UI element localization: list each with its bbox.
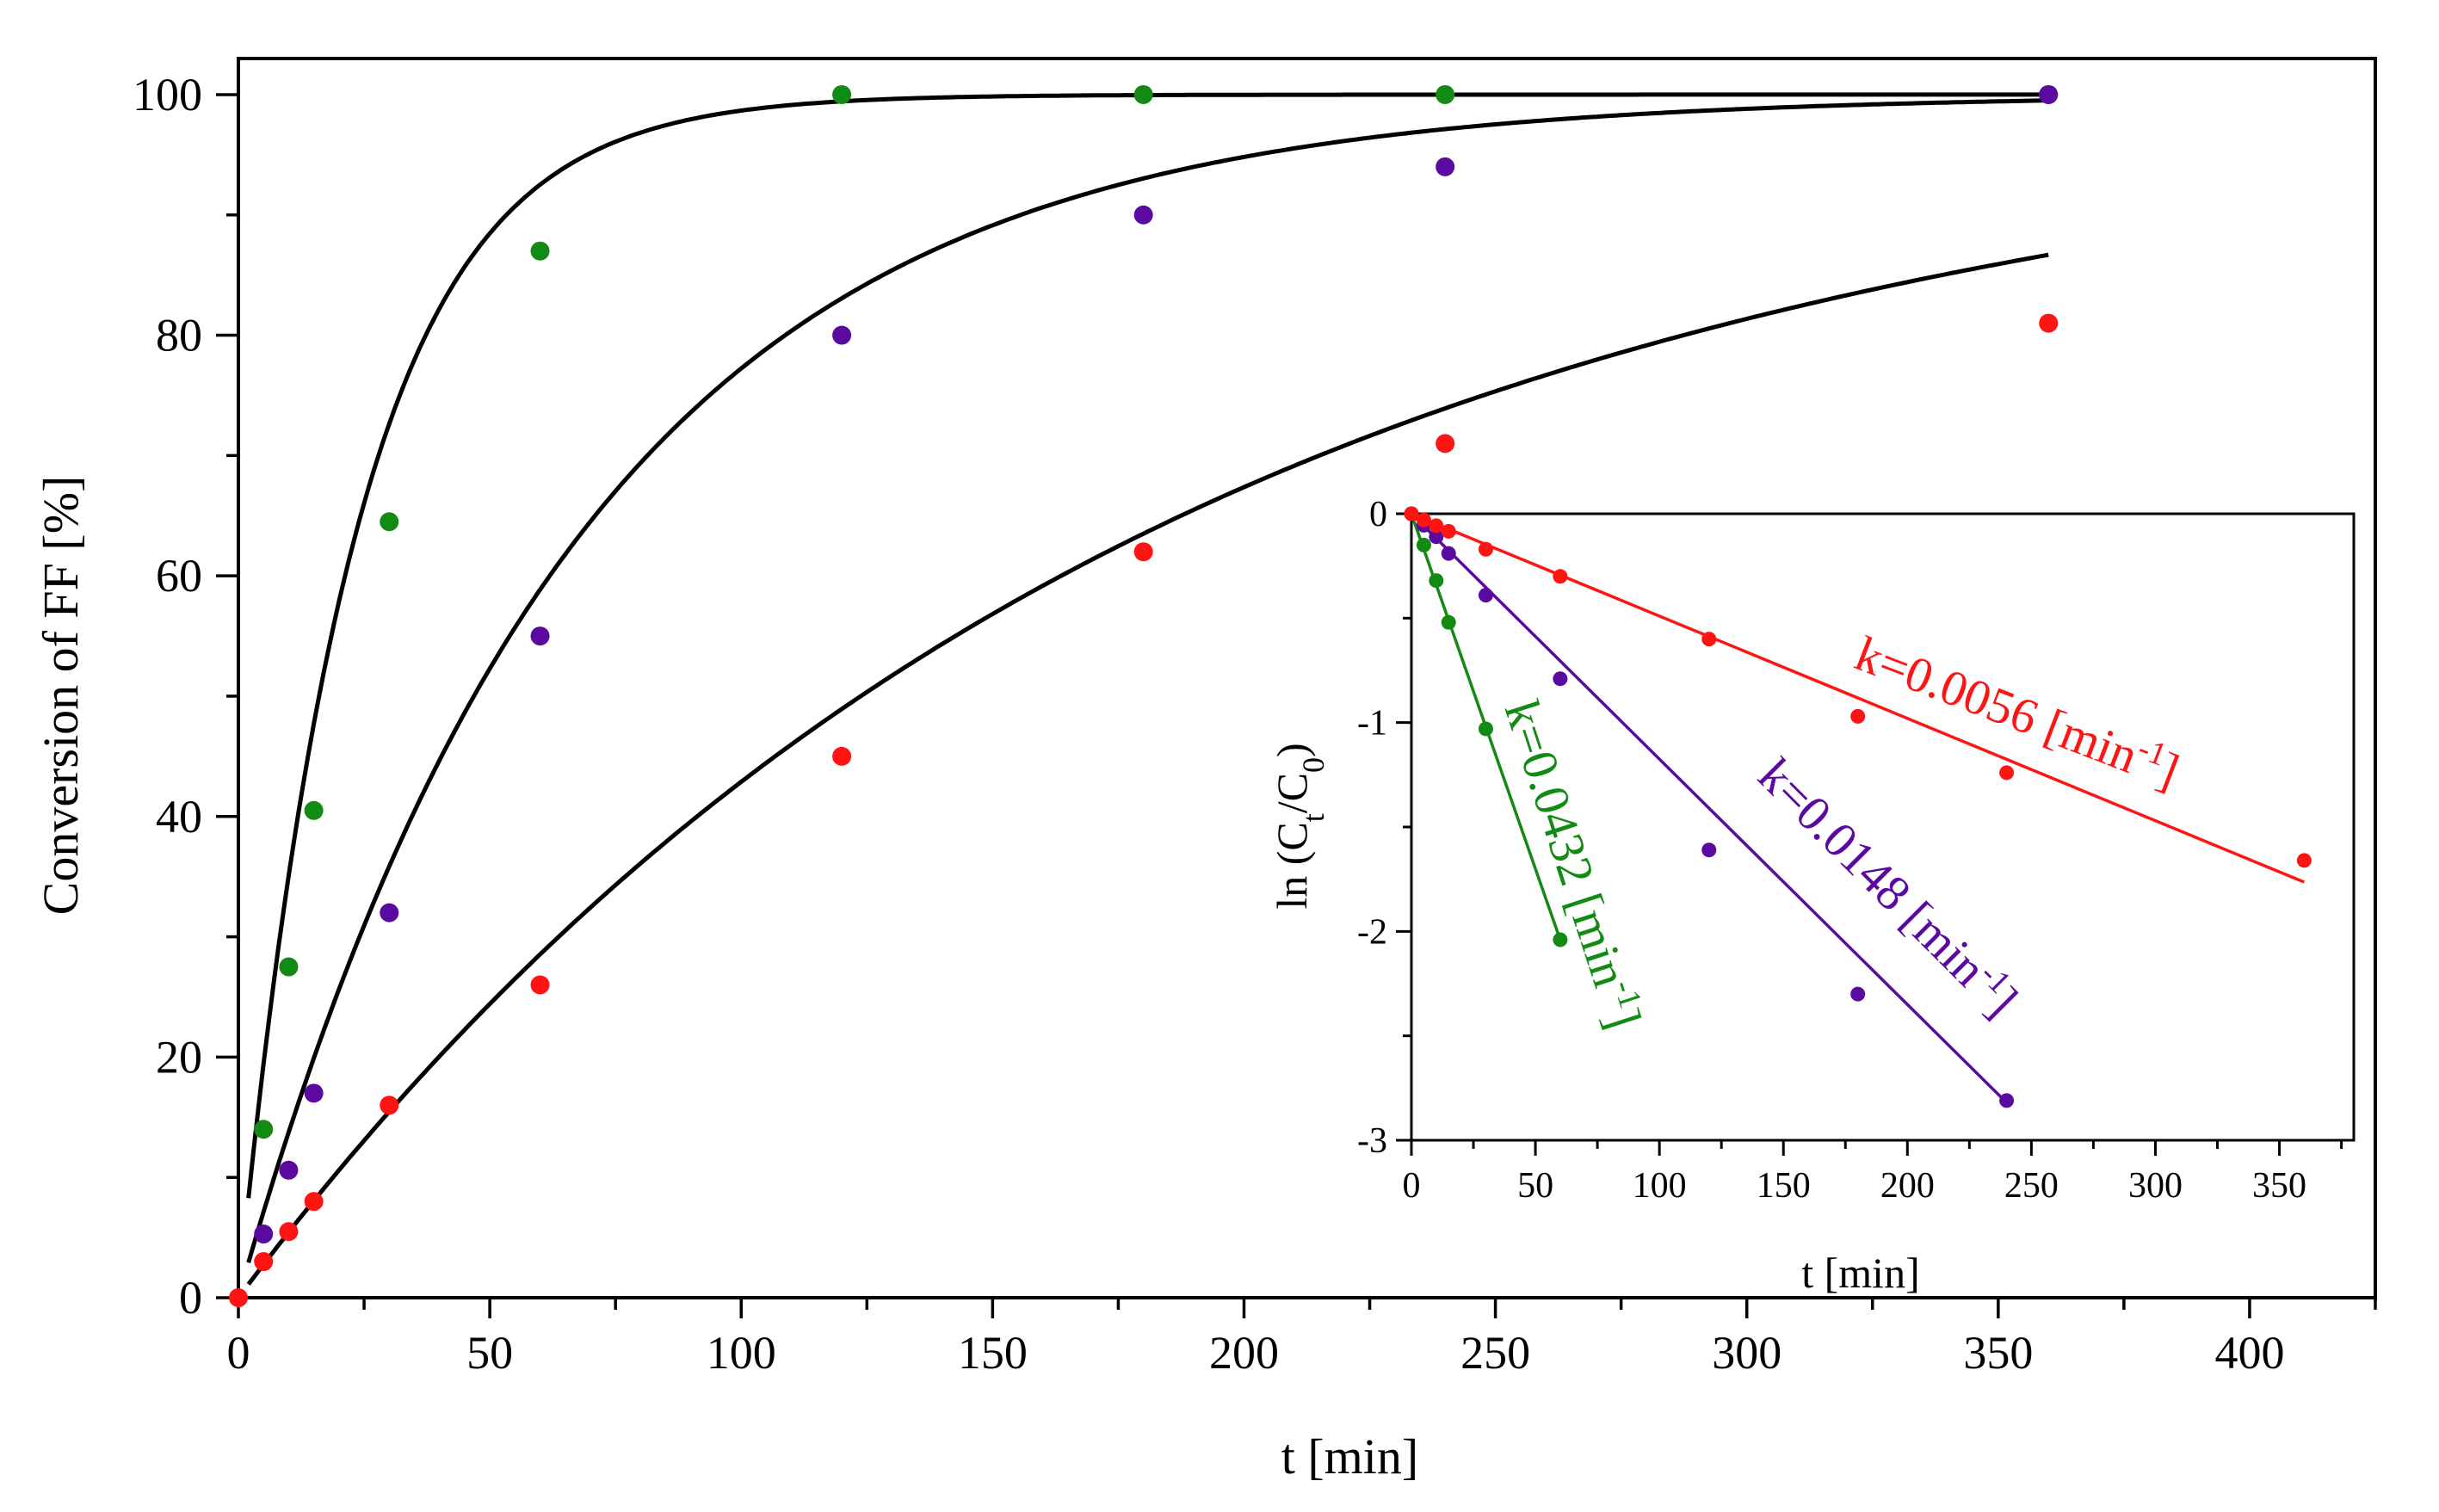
main-y-tick-label: 20: [156, 1031, 202, 1083]
inset-data-point-purple: [1553, 671, 1568, 687]
inset-y-axis-title: ln (Ct/C0): [1268, 743, 1331, 909]
data-point-red: [530, 975, 550, 995]
y-title-part: /C: [1268, 773, 1316, 813]
data-point-red: [2039, 313, 2059, 333]
inset-data-point-red: [1553, 569, 1568, 584]
inset-data-point-red: [2296, 853, 2312, 868]
inset-data-point-green: [1478, 721, 1493, 737]
inset-data-point-purple: [1999, 1093, 2015, 1108]
main-y-tick-label: 40: [156, 791, 202, 842]
inset-data-point-red: [1429, 518, 1444, 534]
data-point-red: [254, 1252, 274, 1272]
inset-x-tick-label: 150: [1757, 1166, 1811, 1206]
inset-plot-frame: [1410, 512, 2356, 1142]
inset-x-tick-label: 250: [2004, 1166, 2059, 1206]
inset-y-tick-label: 0: [1369, 495, 1387, 534]
inset-x-tick-label: 350: [2252, 1166, 2306, 1206]
main-y-tick-label: 0: [179, 1272, 202, 1324]
data-point-red: [229, 1288, 248, 1307]
inset-x-tick-label: 100: [1633, 1166, 1687, 1206]
main-plot-frame: [237, 57, 2377, 1299]
data-point-red: [1133, 542, 1153, 562]
main-y-tick-label: 60: [156, 550, 202, 602]
data-point-green: [304, 800, 324, 820]
main-x-tick-label: 100: [707, 1327, 776, 1379]
inset-y-tick-label: -1: [1357, 704, 1387, 744]
main-x-tick-label: 150: [958, 1327, 1028, 1379]
inset-y-tick-label: -3: [1357, 1121, 1387, 1161]
inset-x-tick-label: 0: [1403, 1166, 1421, 1206]
main-y-tick-label: 100: [133, 69, 202, 120]
inset-fit-line-purple: [1410, 512, 2008, 1104]
data-point-red: [832, 746, 852, 766]
data-point-purple: [530, 626, 550, 646]
data-point-purple: [380, 903, 399, 923]
inset-data-point-purple: [1429, 529, 1444, 545]
main-x-tick-label: 350: [1963, 1327, 2033, 1379]
data-point-green: [530, 241, 550, 261]
inset-data-point-red: [1850, 708, 1866, 724]
inset-data-point-red: [1701, 632, 1717, 647]
data-point-purple: [1133, 205, 1153, 225]
data-point-purple: [279, 1160, 299, 1180]
data-point-green: [1436, 84, 1455, 104]
inset-data-point-red: [1404, 506, 1419, 521]
data-point-green: [279, 957, 299, 977]
data-point-green: [832, 84, 852, 104]
inset-data-point-purple: [1850, 986, 1866, 1002]
data-point-red: [279, 1222, 299, 1242]
inset-x-axis-title: t [min]: [1801, 1249, 1919, 1297]
inset-data-point-green: [1429, 573, 1444, 589]
main-x-tick-label: 200: [1209, 1327, 1279, 1379]
data-point-purple: [832, 325, 852, 345]
data-point-purple: [1436, 157, 1455, 176]
main-x-tick-label: 0: [227, 1327, 250, 1379]
data-point-red: [380, 1095, 399, 1115]
fit-curve: [246, 98, 2049, 1263]
data-point-purple: [2039, 84, 2059, 104]
inset-data-point-green: [1416, 537, 1431, 552]
data-point-green: [254, 1120, 274, 1139]
inset-data-point-red: [1478, 541, 1493, 557]
main-y-axis-title: Conversion of FF [%]: [33, 476, 89, 916]
data-point-green: [380, 512, 399, 532]
y-title-subscript: t: [1296, 813, 1331, 822]
inset-data-point-green: [1553, 932, 1568, 947]
inset-data-point-red: [1416, 512, 1431, 528]
inset-data-point-red: [1441, 523, 1456, 539]
y-title-part: ln (C: [1268, 822, 1316, 909]
main-x-tick-label: 250: [1460, 1327, 1530, 1379]
data-point-purple: [254, 1224, 274, 1244]
main-x-tick-label: 50: [466, 1327, 513, 1379]
inset-data-point-purple: [1478, 588, 1493, 603]
inset-data-point-purple: [1701, 842, 1717, 858]
data-point-purple: [304, 1083, 324, 1103]
inset-data-point-purple: [1441, 546, 1456, 561]
main-x-tick-label: 400: [2214, 1327, 2284, 1379]
inset-data-point-red: [1999, 765, 2015, 781]
inset-x-tick-label: 300: [2128, 1166, 2183, 1206]
data-point-green: [1133, 84, 1153, 104]
inset-x-tick-label: 50: [1517, 1166, 1553, 1206]
main-x-axis-title: t [min]: [1281, 1429, 1418, 1484]
y-title-subscript: 0: [1296, 757, 1331, 773]
inset-data-point-green: [1441, 614, 1456, 630]
y-title-part: ): [1268, 743, 1316, 757]
data-point-red: [304, 1192, 324, 1212]
main-y-tick-label: 80: [156, 310, 202, 361]
inset-y-tick-label: -2: [1357, 912, 1387, 952]
fit-curve: [246, 252, 2049, 1286]
inset-x-tick-label: 200: [1880, 1166, 1935, 1206]
data-point-red: [1436, 434, 1455, 454]
main-x-tick-label: 300: [1712, 1327, 1781, 1379]
